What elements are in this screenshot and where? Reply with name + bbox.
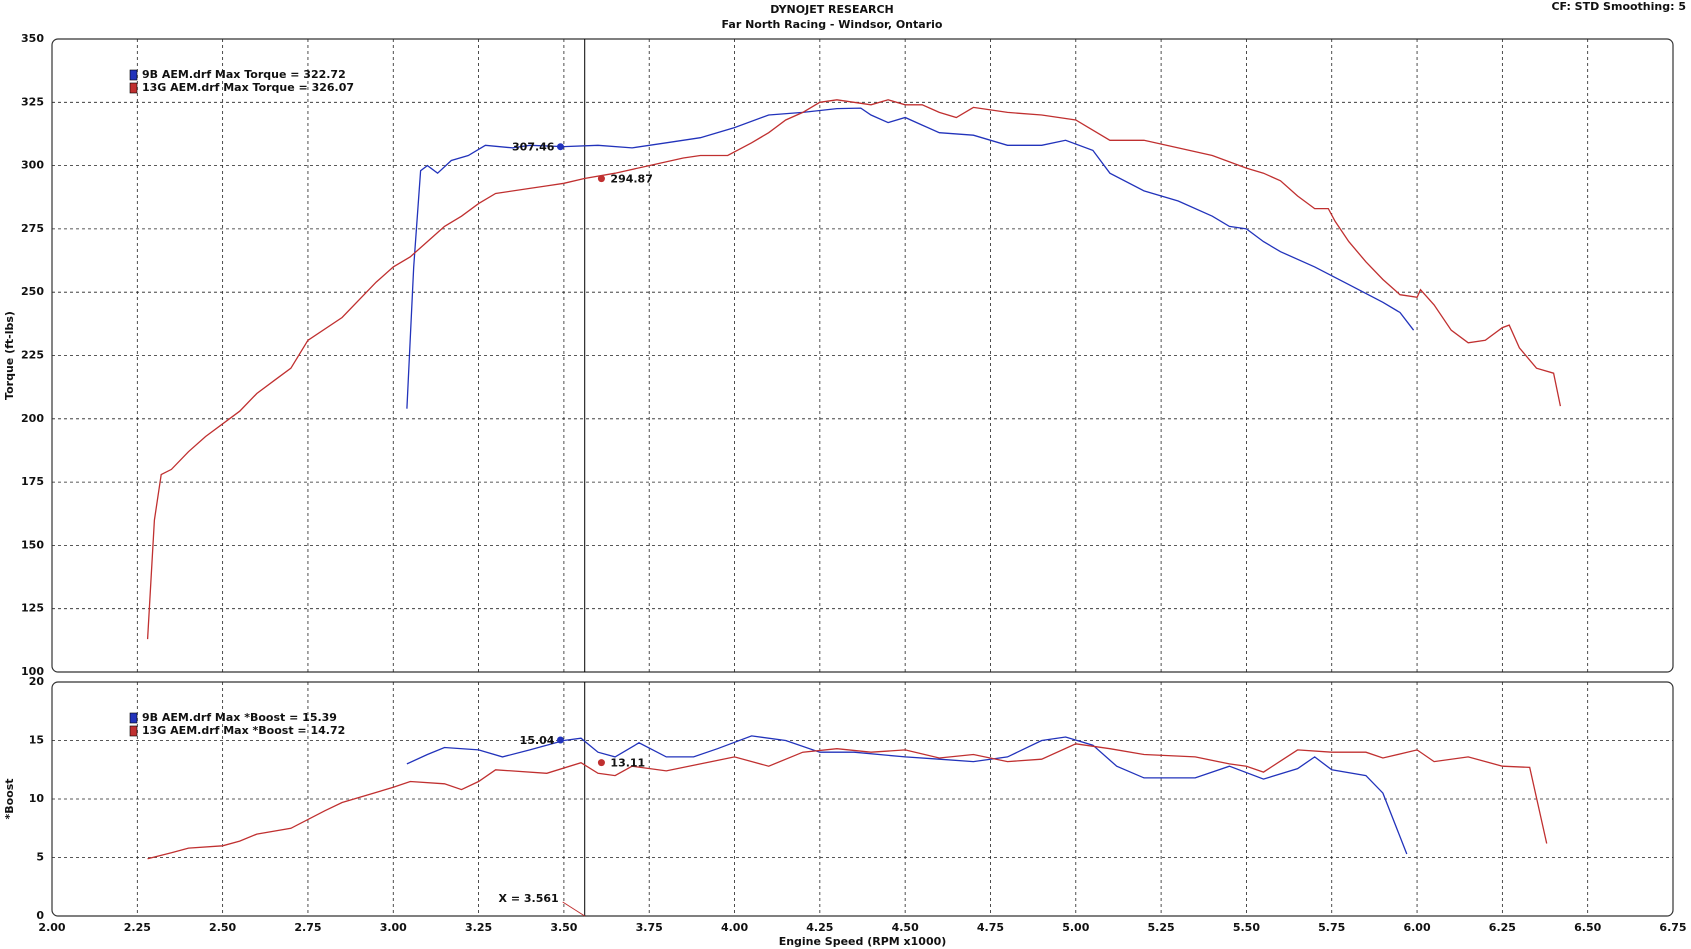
y-tick-label: 10 (29, 792, 45, 805)
y-tick-label: 225 (21, 349, 44, 362)
y-tick-label: 200 (21, 412, 44, 425)
y-tick-label: 325 (21, 95, 44, 108)
y-tick-label: 15 (29, 734, 44, 747)
marker-label: 294.87 (610, 173, 652, 186)
x-tick-label: 4.50 (892, 921, 919, 934)
legend-swatch (129, 725, 138, 737)
x-tick-label: 5.50 (1233, 921, 1260, 934)
marker (556, 143, 564, 151)
y-tick-label: 125 (21, 602, 44, 615)
y-tick-label: 20 (29, 675, 45, 688)
x-tick-label: 3.75 (636, 921, 663, 934)
x-tick-label: 3.25 (465, 921, 492, 934)
legend-label: 13G AEM.drf Max *Boost = 14.72 (142, 724, 345, 737)
y-tick-label: 175 (21, 475, 44, 488)
x-tick-label: 4.75 (977, 921, 1004, 934)
marker (597, 759, 605, 767)
y-axis-label: *Boost (3, 778, 16, 819)
x-tick-label: 2.00 (38, 921, 65, 934)
x-tick-label: 6.75 (1659, 921, 1686, 934)
x-tick-label: 4.00 (721, 921, 748, 934)
y-tick-label: 5 (36, 851, 44, 864)
x-tick-label: 5.00 (1062, 921, 1089, 934)
x-tick-label: 3.00 (380, 921, 407, 934)
legend-label: 9B AEM.drf Max Torque = 322.72 (142, 68, 346, 81)
x-tick-label: 5.25 (1148, 921, 1175, 934)
y-tick-label: 0 (36, 909, 44, 922)
x-tick-label: 2.25 (124, 921, 151, 934)
subtitle: Far North Racing - Windsor, Ontario (722, 18, 943, 31)
marker-label: 13.11 (610, 757, 645, 770)
marker (597, 175, 605, 183)
y-tick-label: 350 (21, 32, 44, 45)
cursor-pointer (562, 901, 585, 917)
y-tick-label: 100 (21, 665, 44, 678)
x-tick-label: 6.00 (1403, 921, 1430, 934)
cursor-label: X = 3.561 (499, 892, 559, 905)
series-line (406, 107, 1415, 409)
y-tick-label: 150 (21, 538, 44, 551)
x-tick-label: 4.25 (806, 921, 833, 934)
x-tick-label: 6.50 (1574, 921, 1601, 934)
y-tick-label: 275 (21, 222, 44, 235)
x-tick-label: 2.50 (209, 921, 236, 934)
y-tick-label: 250 (21, 285, 44, 298)
x-axis-label: Engine Speed (RPM x1000) (779, 935, 947, 948)
x-tick-label: 2.75 (294, 921, 321, 934)
marker-label: 15.04 (520, 734, 555, 747)
series-line (147, 743, 1548, 860)
series-line (146, 99, 1562, 640)
settings: CF: STD Smoothing: 5 (1551, 0, 1686, 13)
legend-swatch (129, 69, 138, 81)
legend-label: 13G AEM.drf Max Torque = 326.07 (142, 81, 354, 94)
title: DYNOJET RESEARCH (770, 3, 893, 16)
y-tick-label: 300 (21, 159, 44, 172)
legend-swatch (129, 82, 138, 94)
y-axis-label: Torque (ft-lbs) (3, 311, 16, 400)
x-tick-label: 5.75 (1318, 921, 1345, 934)
marker (556, 736, 564, 744)
legend-label: 9B AEM.drf Max *Boost = 15.39 (142, 711, 337, 724)
marker-label: 307.46 (512, 141, 555, 154)
legend-swatch (129, 712, 138, 724)
x-tick-label: 3.50 (550, 921, 577, 934)
x-tick-label: 6.25 (1489, 921, 1516, 934)
